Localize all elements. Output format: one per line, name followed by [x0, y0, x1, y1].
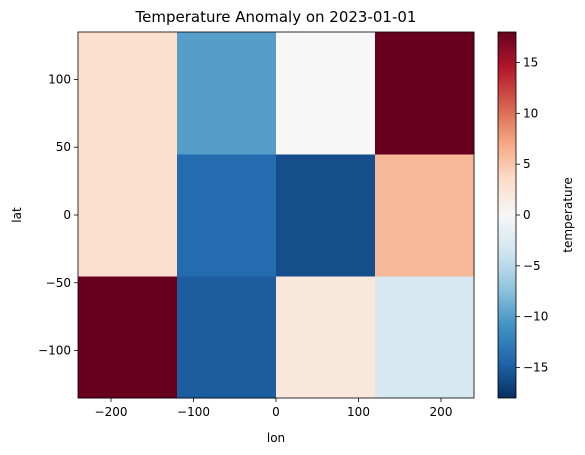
heatmap-cell [276, 276, 376, 399]
colorbar-tick-label: 0 [523, 208, 531, 222]
y-tick-label: −50 [46, 276, 71, 290]
heatmap-cell [375, 276, 475, 399]
colorbar-tick-label: 5 [523, 157, 531, 171]
x-tick-label: 200 [430, 405, 453, 419]
heatmap-cell [276, 154, 376, 277]
x-tick-label: −200 [95, 405, 128, 419]
y-axis-ticks: −100 −50 0 50 100 [38, 72, 78, 358]
colorbar-tick-label: −5 [523, 259, 541, 273]
heatmap-cell [78, 32, 178, 155]
colorbar-tick-label: 15 [523, 56, 538, 70]
heatmap-cell [177, 32, 277, 155]
colorbar-tick-label: −15 [523, 361, 548, 375]
heatmap-cell [375, 32, 475, 155]
y-tick-label: 0 [63, 208, 71, 222]
heatmap-cell [78, 154, 178, 277]
x-axis-ticks: −200 −100 0 100 200 [95, 398, 453, 419]
chart-title: Temperature Anomaly on 2023-01-01 [135, 8, 417, 26]
colorbar-tick-label: −10 [523, 310, 548, 324]
x-axis-label: lon [267, 431, 285, 445]
colorbar-tick-label: 10 [523, 106, 538, 120]
y-tick-label: 50 [56, 140, 71, 154]
heatmap-cell [276, 32, 376, 155]
x-tick-label: −100 [177, 405, 210, 419]
colorbar-label: temperature [561, 177, 575, 252]
x-tick-label: 0 [272, 405, 280, 419]
heatmap-cell [375, 154, 475, 277]
x-tick-label: 100 [347, 405, 370, 419]
heatmap-cell [177, 154, 277, 277]
y-tick-label: 100 [48, 72, 71, 86]
heatmap-cell [78, 276, 178, 399]
colorbar-ticks: −15 −10 −5 0 5 10 15 [516, 56, 548, 375]
colorbar [497, 31, 517, 399]
heatmap-cell [177, 276, 277, 399]
y-tick-label: −100 [38, 344, 71, 358]
heatmap-cells [78, 32, 475, 399]
y-axis-label: lat [10, 207, 24, 223]
